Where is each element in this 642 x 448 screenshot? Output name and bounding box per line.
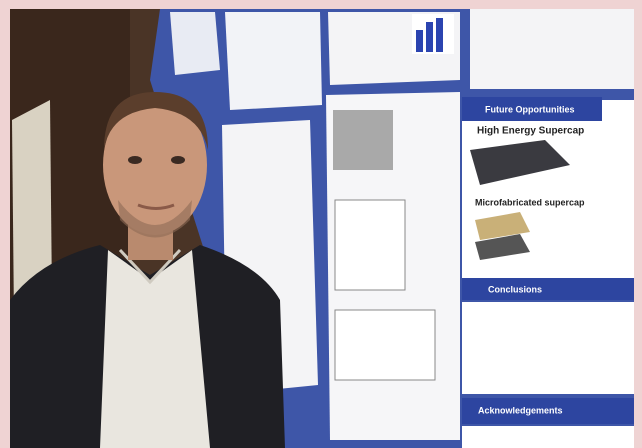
shirt	[100, 250, 210, 448]
poster-panel	[225, 12, 322, 110]
heading-bar	[462, 278, 634, 300]
poster-panel	[462, 426, 634, 448]
heading: High Energy Supercap	[477, 126, 584, 137]
poster-panel	[170, 12, 220, 75]
eye	[171, 156, 185, 164]
heading: Acknowledgements	[478, 405, 563, 415]
bar-graphic	[436, 18, 443, 52]
poster-panel	[462, 302, 634, 394]
micrograph	[333, 110, 393, 170]
beard	[118, 200, 192, 238]
easel	[12, 100, 52, 320]
poster-panel	[470, 9, 634, 89]
plot	[334, 199, 406, 291]
collar	[118, 248, 182, 285]
heading-bar	[462, 398, 634, 424]
device-graphic	[475, 212, 530, 240]
device-graphic	[470, 140, 570, 185]
mouth	[137, 203, 175, 210]
face	[103, 95, 207, 235]
eye	[128, 156, 142, 164]
device-graphic	[475, 234, 530, 260]
scene: Future Opportunities High Energy Superca…	[10, 9, 634, 448]
heading: Microfabricated supercap	[475, 197, 585, 207]
bar-graphic	[426, 22, 433, 52]
hair	[104, 92, 208, 150]
heading: Future Opportunities	[485, 104, 575, 114]
bar-graphic	[416, 30, 423, 52]
heading: Conclusions	[488, 284, 542, 294]
plot	[334, 309, 436, 381]
heading-bar	[462, 97, 602, 121]
